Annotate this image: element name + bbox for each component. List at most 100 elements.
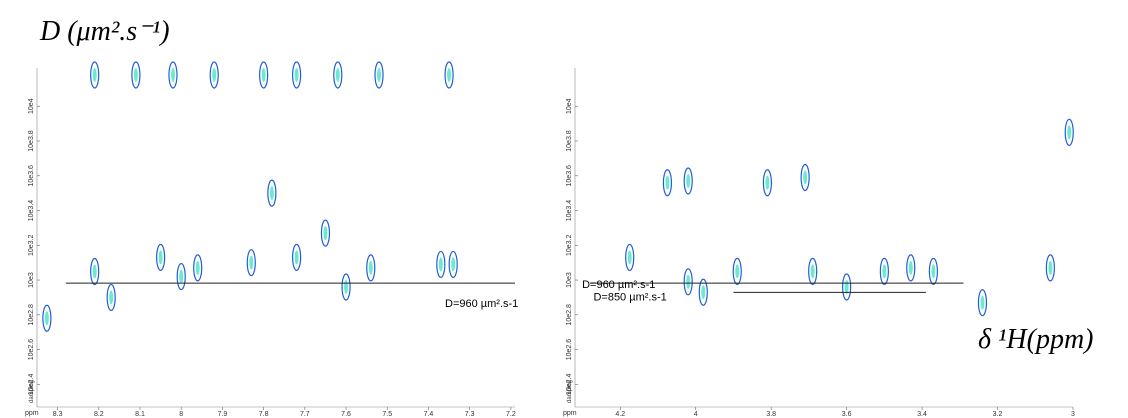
contour-peak	[156, 243, 166, 271]
x-tick-label: 8.1	[135, 411, 145, 418]
contour-peak	[106, 283, 116, 312]
x-tick-label: 4.2	[615, 411, 625, 418]
contour-core	[665, 175, 670, 190]
contour-core	[294, 250, 299, 265]
contour-core	[179, 269, 184, 284]
x-tick-label: 7.2	[506, 411, 516, 418]
x-tick-label: 4	[694, 411, 698, 418]
reference-label: D=960 µm².s-1	[445, 298, 518, 310]
y-tick-label: 10e3.2	[566, 234, 573, 256]
y-tick-label: 10e3.6	[28, 165, 35, 187]
x-axis-label: ppm	[25, 410, 39, 417]
contour-core	[294, 67, 299, 82]
contour-core	[686, 274, 691, 289]
contour-peak	[374, 61, 384, 89]
contour-peak	[90, 257, 100, 286]
contour-core	[269, 186, 274, 201]
y-tick-label: 10e2.8	[28, 304, 35, 326]
x-tick-label: 7.7	[300, 411, 310, 418]
x-tick-label: 3.2	[993, 411, 1003, 418]
x-axis-label: ppm	[563, 410, 577, 417]
contour-peak	[436, 250, 446, 279]
x-tick-label: 3.4	[917, 411, 927, 418]
contour-peak	[1045, 254, 1055, 282]
reference-label: D=960 µm².s-1	[582, 279, 655, 291]
contour-peak	[267, 179, 277, 207]
contour-peak	[800, 163, 810, 192]
y-tick-label: 10e2.6	[28, 339, 35, 361]
x-tick-label: 7.9	[218, 411, 228, 418]
x-tick-label: 8.2	[94, 411, 104, 418]
contour-core	[882, 264, 887, 279]
y-tick-label: 10e3.2	[28, 234, 35, 256]
contour-peak	[131, 61, 141, 89]
y-tick-label: 10e3.6	[566, 165, 573, 187]
contour-peak	[662, 169, 673, 197]
contour-peak	[808, 257, 818, 285]
contour-peak	[762, 169, 773, 197]
y-axis-label: damping	[567, 380, 573, 403]
contour-peak	[366, 254, 376, 282]
y-tick-label: 10e3	[28, 272, 35, 288]
x-title: δ ¹H(ppm)	[978, 324, 1094, 355]
contour-core	[447, 67, 452, 82]
contour-peak	[928, 257, 939, 285]
contour-core	[451, 257, 456, 272]
contour-core	[931, 264, 936, 279]
contour-peak	[625, 243, 635, 272]
y-axis-label: damping	[29, 380, 35, 403]
contour-peak	[444, 61, 454, 89]
contour-core	[686, 173, 691, 188]
y-tick-label: 10e3	[566, 272, 573, 288]
contour-core	[133, 67, 138, 82]
y-tick-label: 10e3.4	[566, 200, 573, 222]
contour-peak	[683, 268, 693, 296]
contour-core	[765, 175, 770, 190]
y-tick-label: 10e3.8	[28, 130, 35, 152]
contour-core	[170, 67, 175, 82]
x-tick-label: 8	[179, 411, 183, 418]
contour-core	[195, 260, 200, 275]
contour-core	[701, 285, 706, 300]
contour-peak	[879, 257, 889, 285]
contour-core	[377, 67, 382, 82]
x-tick-label: 7.8	[259, 411, 269, 418]
x-tick-label: 8.3	[53, 411, 63, 418]
contour-core	[92, 264, 97, 279]
x-tick-label: 7.4	[424, 411, 434, 418]
contour-core	[261, 67, 266, 82]
contour-peak	[209, 61, 219, 89]
contour-core	[438, 257, 443, 272]
y-tick-label: 10e2.8	[566, 304, 573, 326]
contour-peak	[698, 278, 708, 306]
contour-peak	[193, 254, 203, 282]
x-tick-label: 7.6	[341, 411, 351, 418]
contour-core	[109, 290, 114, 305]
contour-core	[323, 226, 328, 241]
contour-peak	[246, 249, 256, 277]
contour-peak	[168, 61, 178, 89]
contour-core	[980, 295, 985, 310]
y-tick-label: 10e4	[566, 98, 573, 114]
contour-core	[212, 67, 217, 82]
contour-core	[1067, 125, 1072, 140]
reference-label: D=850 µm².s-1	[593, 291, 666, 303]
y-tick-label: 10e2.4	[566, 374, 573, 396]
contour-peak	[42, 304, 52, 332]
contour-core	[249, 255, 254, 270]
contour-peak	[906, 254, 916, 282]
x-tick-label: 7.5	[382, 411, 392, 418]
x-tick-label: 3.8	[766, 411, 776, 418]
contour-core	[44, 311, 49, 326]
contour-core	[344, 279, 349, 294]
contour-peak	[683, 167, 693, 195]
contour-core	[158, 250, 163, 265]
contour-core	[92, 67, 97, 82]
contour-peak	[259, 61, 269, 89]
x-tick-label: 7.3	[465, 411, 475, 418]
contour-core	[908, 260, 913, 275]
y-tick-label: 10e4	[28, 98, 35, 114]
y-tick-label: 10e3.4	[28, 200, 35, 222]
contour-peak	[320, 219, 331, 247]
x-tick-label: 3	[1071, 411, 1075, 418]
